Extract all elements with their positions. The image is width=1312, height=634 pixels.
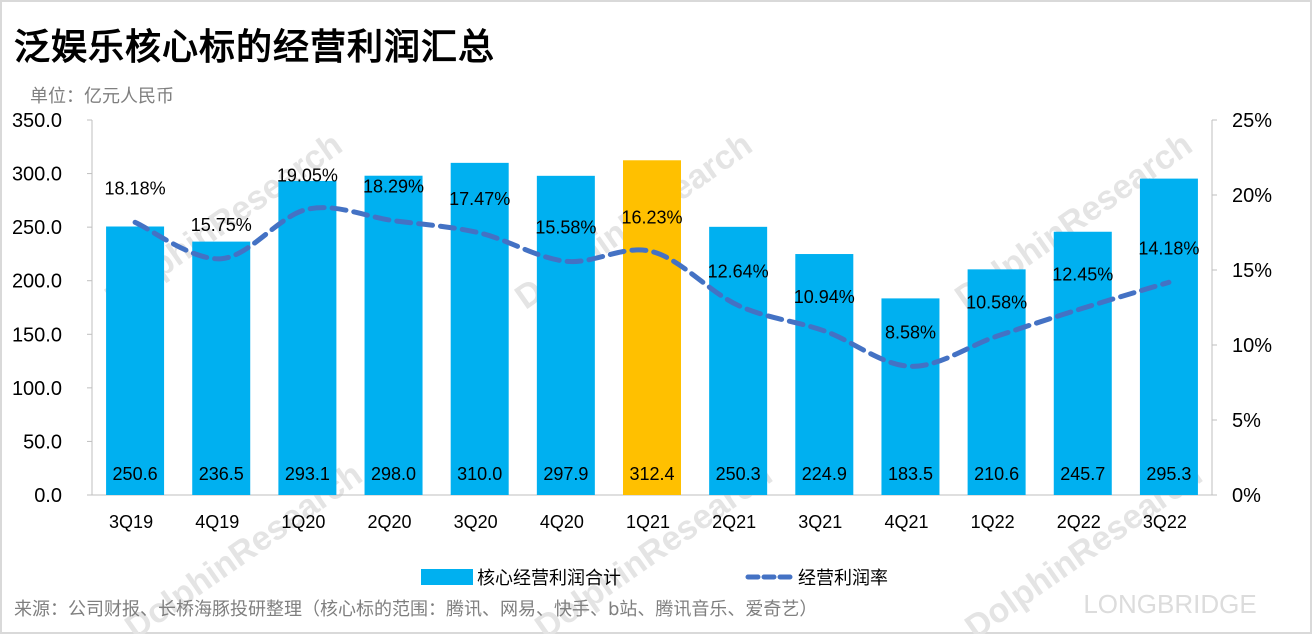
bar-value-label: 250.3 bbox=[716, 464, 761, 484]
bar-value-label: 312.4 bbox=[629, 464, 674, 484]
x-tick-label: 4Q19 bbox=[195, 512, 239, 532]
bar-value-label: 293.1 bbox=[285, 464, 330, 484]
y-left-tick-label: 150.0 bbox=[12, 324, 62, 346]
margin-value-label: 10.58% bbox=[966, 292, 1027, 312]
x-tick-label: 2Q21 bbox=[712, 512, 756, 532]
legend-label-bar: 核心经营利润合计 bbox=[477, 568, 621, 589]
margin-value-label: 17.47% bbox=[449, 189, 510, 209]
y-right-tick-label: 25% bbox=[1232, 110, 1272, 132]
bar bbox=[364, 175, 423, 495]
x-tick-label: 2Q20 bbox=[368, 512, 412, 532]
bar-value-label: 210.6 bbox=[974, 464, 1019, 484]
bar bbox=[278, 180, 337, 495]
bar bbox=[709, 226, 768, 496]
y-left-tick-label: 0.0 bbox=[34, 485, 62, 507]
bar bbox=[881, 298, 940, 495]
bar bbox=[450, 162, 509, 495]
bar bbox=[106, 226, 165, 495]
bar bbox=[623, 160, 681, 496]
bar bbox=[1139, 178, 1198, 495]
chart-title: 泛娱乐核心标的经营利润汇总 bbox=[14, 27, 496, 68]
x-tick-label: 1Q20 bbox=[281, 512, 325, 532]
bar bbox=[536, 175, 595, 496]
bar bbox=[1053, 231, 1112, 495]
x-tick-label: 1Q22 bbox=[971, 512, 1015, 532]
y-left-tick-label: 200.0 bbox=[12, 271, 62, 293]
bar bbox=[967, 269, 1026, 495]
y-right-tick-label: 10% bbox=[1232, 335, 1272, 357]
watermark-logo-text: LONGBRIDGE bbox=[1083, 589, 1256, 619]
bar-value-label: 298.0 bbox=[371, 464, 416, 484]
bar-value-label: 310.0 bbox=[457, 464, 502, 484]
y-right-tick-label: 20% bbox=[1232, 185, 1272, 207]
margin-value-label: 15.58% bbox=[535, 217, 596, 237]
bar bbox=[795, 254, 854, 495]
bar-value-label: 236.5 bbox=[199, 464, 244, 484]
margin-value-label: 18.29% bbox=[363, 177, 424, 197]
y-left-tick-label: 250.0 bbox=[12, 217, 62, 239]
x-tick-label: 3Q20 bbox=[454, 512, 498, 532]
margin-value-label: 16.23% bbox=[621, 208, 682, 228]
margin-value-label: 12.45% bbox=[1052, 264, 1113, 284]
bar-value-label: 224.9 bbox=[802, 464, 847, 484]
x-tick-label: 4Q20 bbox=[540, 512, 584, 532]
y-left-tick-label: 300.0 bbox=[12, 164, 62, 186]
margin-value-label: 10.94% bbox=[794, 287, 855, 307]
margin-value-label: 15.75% bbox=[191, 215, 252, 235]
y-left-tick-label: 100.0 bbox=[12, 378, 62, 400]
unit-label: 单位：亿元人民币 bbox=[30, 86, 174, 107]
bar-value-label: 297.9 bbox=[543, 464, 588, 484]
x-tick-label: 2Q22 bbox=[1057, 512, 1101, 532]
x-tick-label: 4Q21 bbox=[884, 512, 928, 532]
margin-value-label: 19.05% bbox=[277, 165, 338, 185]
margin-value-label: 12.64% bbox=[708, 261, 769, 281]
legend-swatch-bar bbox=[421, 569, 473, 585]
y-left-tick-label: 350.0 bbox=[12, 110, 62, 132]
bar-value-label: 250.6 bbox=[113, 464, 158, 484]
x-tick-label: 3Q22 bbox=[1143, 512, 1187, 532]
x-tick-label: 3Q21 bbox=[798, 512, 842, 532]
bar-value-label: 295.3 bbox=[1146, 464, 1191, 484]
y-right-tick-label: 15% bbox=[1232, 260, 1272, 282]
y-right-tick-label: 0% bbox=[1232, 485, 1261, 507]
bar-value-label: 245.7 bbox=[1060, 464, 1105, 484]
y-left-tick-label: 50.0 bbox=[23, 431, 62, 453]
y-right-tick-label: 5% bbox=[1232, 410, 1261, 432]
margin-value-label: 14.18% bbox=[1138, 238, 1199, 258]
x-tick-label: 1Q21 bbox=[626, 512, 670, 532]
bar-value-label: 183.5 bbox=[888, 464, 933, 484]
x-tick-label: 3Q19 bbox=[109, 512, 153, 532]
margin-value-label: 18.18% bbox=[105, 178, 166, 198]
legend-label-line: 经营利润率 bbox=[798, 568, 888, 589]
margin-value-label: 8.58% bbox=[885, 322, 936, 342]
bar bbox=[192, 241, 251, 495]
source-note: 来源：公司财报、长桥海豚投研整理（核心标的范围：腾讯、网易、快手、b站、腾讯音乐… bbox=[14, 599, 818, 620]
